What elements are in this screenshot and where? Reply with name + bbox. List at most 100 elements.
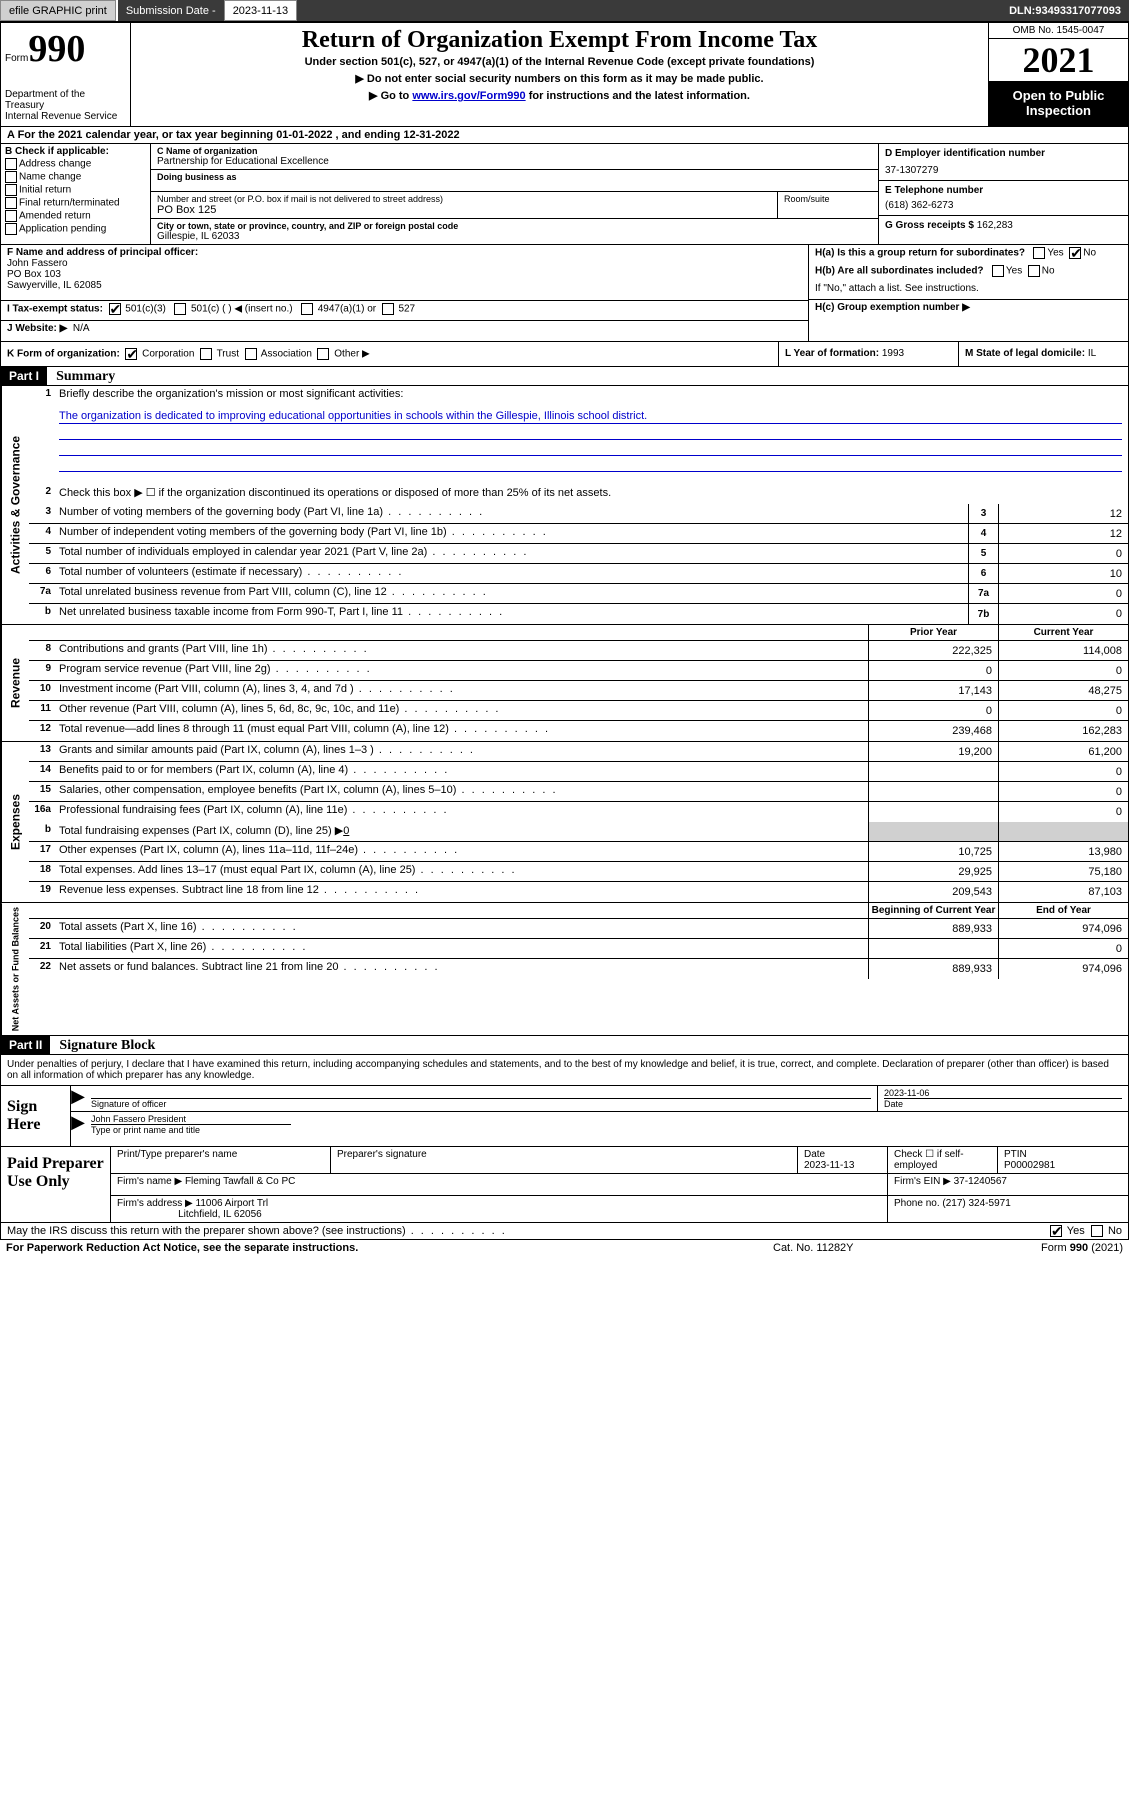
l2-num: 2: [29, 484, 55, 504]
efile-print-button[interactable]: efile GRAPHIC print: [0, 0, 116, 21]
chk-527[interactable]: [382, 303, 394, 315]
gov-box-b: 7b: [968, 604, 998, 624]
preparer-label: Paid Preparer Use Only: [1, 1147, 111, 1222]
top-toolbar: efile GRAPHIC print Submission Date - 20…: [0, 0, 1129, 22]
ha-yes[interactable]: [1033, 247, 1045, 259]
gov-line-5: 5 Total number of individuals employed i…: [29, 544, 1128, 564]
curr-15: 0: [998, 782, 1128, 801]
dln-value: 93493317077093: [1035, 5, 1121, 17]
prior-16a: [868, 802, 998, 822]
arrow-icon2: ▶: [71, 1112, 85, 1137]
prep-row2: Firm's name ▶ Fleming Tawfall & Co PC Fi…: [111, 1174, 1128, 1196]
chk-501c[interactable]: [174, 303, 186, 315]
gov-desc-4: Number of independent voting members of …: [55, 524, 968, 543]
l16b-c: [998, 822, 1128, 841]
c-label: C Name of organization: [157, 146, 872, 156]
num-8: 8: [29, 641, 55, 660]
ptin-lbl: PTIN: [1004, 1149, 1027, 1160]
prep-h1: Print/Type preparer's name: [111, 1147, 331, 1173]
prior-15: [868, 782, 998, 801]
gov-box-3: 3: [968, 504, 998, 523]
gov-num-4: 4: [29, 524, 55, 543]
addr-label: Number and street (or P.O. box if mail i…: [157, 194, 771, 204]
header-right: OMB No. 1545-0047 2021 Open to Public In…: [988, 23, 1128, 126]
chk-address-change[interactable]: Address change: [5, 158, 146, 170]
k-corp[interactable]: [125, 348, 137, 360]
chk-app-pending[interactable]: Application pending: [5, 223, 146, 235]
sig-row2: ▶ John Fassero PresidentType or print na…: [71, 1112, 1128, 1137]
sig-date-cell: 2023-11-06Date: [878, 1086, 1128, 1111]
hb-no[interactable]: [1028, 265, 1040, 277]
net-hdr-sp: [29, 903, 868, 918]
i-501c: 501(c) ( ) ◀ (insert no.): [191, 304, 293, 315]
curr-21: 0: [998, 939, 1128, 958]
l16b-p: [868, 822, 998, 841]
chk-initial-return[interactable]: Initial return: [5, 184, 146, 196]
submission-date-label: Submission Date -: [118, 0, 224, 21]
gov-line-6: 6 Total number of volunteers (estimate i…: [29, 564, 1128, 584]
f-row: F Name and address of principal officer:…: [1, 245, 808, 301]
gov-desc-6: Total number of volunteers (estimate if …: [55, 564, 968, 583]
sig-name-lbl: Type or print name and title: [91, 1125, 200, 1135]
beg-year-hdr: Beginning of Current Year: [868, 903, 998, 918]
k-cell: K Form of organization: Corporation Trus…: [1, 342, 778, 366]
line-9: 9 Program service revenue (Part VIII, li…: [29, 661, 1128, 681]
k-assoc[interactable]: [245, 348, 257, 360]
irs-link[interactable]: www.irs.gov/Form990: [412, 90, 525, 102]
gov-body: 1 Briefly describe the organization's mi…: [29, 386, 1128, 624]
sig-date: 2023-11-06: [884, 1088, 929, 1098]
firm-phone-cell: Phone no. (217) 324-5971: [888, 1196, 1128, 1222]
k-other-lbl: Other ▶: [334, 349, 369, 360]
f-addr2: Sawyerville, IL 62085: [7, 280, 102, 291]
k-corp-lbl: Corporation: [142, 349, 194, 360]
sig-officer-lbl: Signature of officer: [91, 1098, 871, 1109]
chk-name-change[interactable]: Name change: [5, 171, 146, 183]
firm-name-lbl: Firm's name ▶: [117, 1176, 182, 1187]
entity-block: B Check if applicable: Address change Na…: [0, 144, 1129, 245]
k-trust[interactable]: [200, 348, 212, 360]
chk-lbl-4: Amended return: [19, 211, 91, 222]
line-16a: 16a Professional fundraising fees (Part …: [29, 802, 1128, 822]
desc-10: Investment income (Part VIII, column (A)…: [55, 681, 868, 700]
hb-yes[interactable]: [992, 265, 1004, 277]
sub-label: Submission Date -: [126, 5, 216, 17]
entity-mid: C Name of organization Partnership for E…: [151, 144, 878, 244]
discuss-yes[interactable]: [1050, 1225, 1062, 1237]
curr-20: 974,096: [998, 919, 1128, 938]
chk-501c3[interactable]: [109, 303, 121, 315]
yes-lbl2: Yes: [1006, 266, 1022, 277]
gov-val-7a: 0: [998, 584, 1128, 603]
desc-14: Benefits paid to or for members (Part IX…: [55, 762, 868, 781]
part1-title: Summary: [50, 369, 115, 384]
chk-4947[interactable]: [301, 303, 313, 315]
ha-no[interactable]: [1069, 247, 1081, 259]
exp-section: Expenses 13 Grants and similar amounts p…: [0, 742, 1129, 903]
form-title: Return of Organization Exempt From Incom…: [137, 27, 982, 54]
hc-label: H(c) Group exemption number ▶: [815, 302, 970, 313]
chk-amended[interactable]: Amended return: [5, 210, 146, 222]
gov-val-3: 12: [998, 504, 1128, 523]
j-val: N/A: [73, 323, 90, 334]
rev-hdr-sp: [29, 625, 868, 640]
sign-body: ▶ Signature of officer 2023-11-06Date ▶ …: [71, 1086, 1128, 1146]
gross-value: 162,283: [977, 220, 1013, 231]
discuss-no[interactable]: [1091, 1225, 1103, 1237]
f-label: F Name and address of principal officer:: [7, 247, 198, 258]
gov-desc-3: Number of voting members of the governin…: [55, 504, 968, 523]
tax-year: 2021: [989, 39, 1128, 82]
gov-box-7a: 7a: [968, 584, 998, 603]
discuss-row: May the IRS discuss this return with the…: [0, 1223, 1129, 1240]
prep-h2: Preparer's signature: [331, 1147, 798, 1173]
prior-22: 889,933: [868, 959, 998, 979]
sig-date-lbl: Date: [884, 1098, 1122, 1109]
firm-ein-lbl: Firm's EIN ▶: [894, 1176, 951, 1187]
k-other[interactable]: [317, 348, 329, 360]
prior-12: 239,468: [868, 721, 998, 741]
sig-name: John Fassero President: [91, 1114, 291, 1125]
num-9: 9: [29, 661, 55, 680]
j-row: J Website: ▶ N/A: [1, 321, 808, 341]
l-cell: L Year of formation: 1993: [778, 342, 958, 366]
chk-final-return[interactable]: Final return/terminated: [5, 197, 146, 209]
fghij-left: F Name and address of principal officer:…: [1, 245, 808, 341]
ha-row: H(a) Is this a group return for subordin…: [809, 245, 1128, 263]
